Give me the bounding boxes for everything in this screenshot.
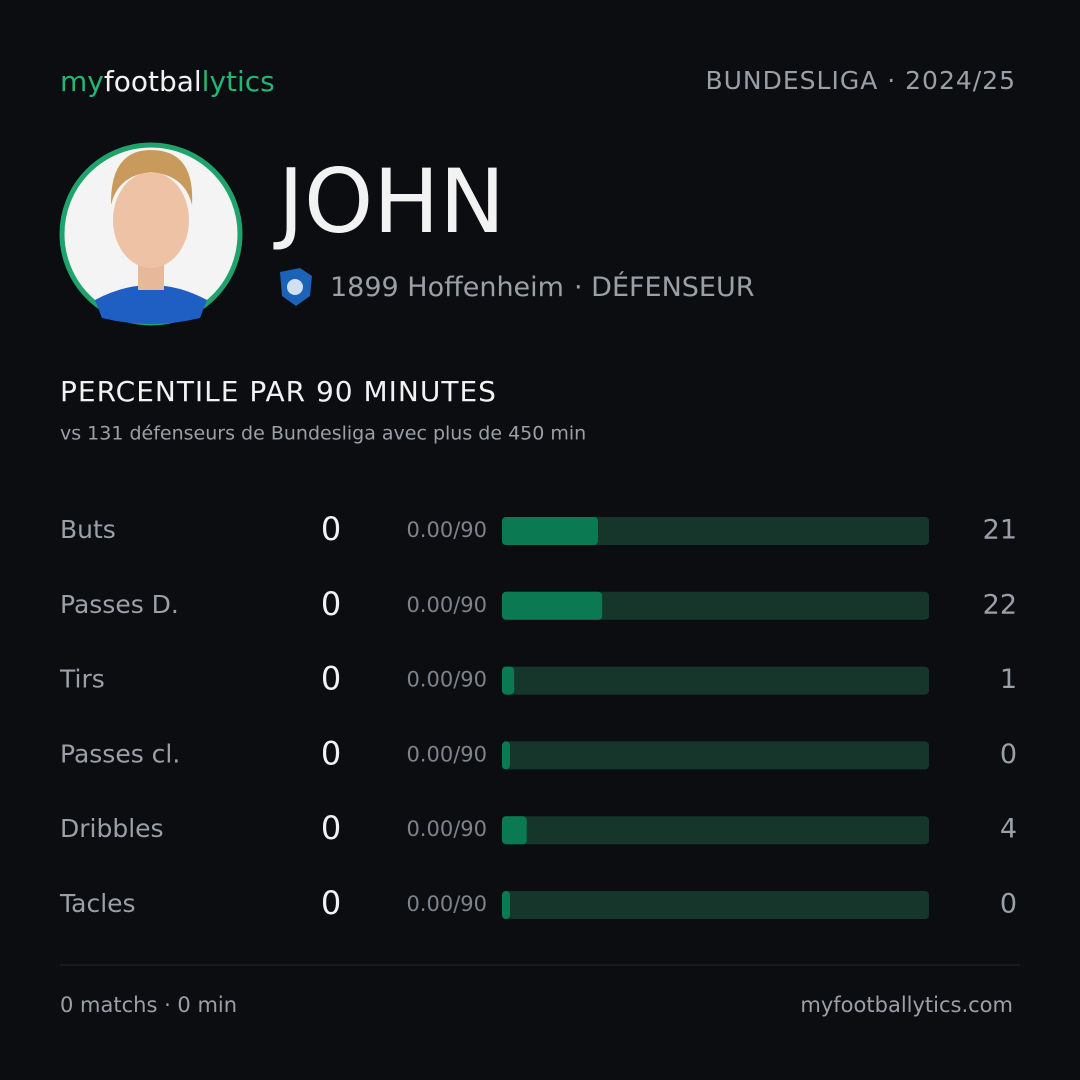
row-value: 0 [321, 884, 341, 922]
row-value: 0 [321, 809, 341, 847]
bar-fill [502, 891, 510, 919]
rows: Buts 0 0.00/90 21 Passes D. 0 0.00/90 22 Tirs 0 0.… [59, 510, 1017, 922]
section-title: PERCENTILE PAR 90 MINUTES [60, 375, 497, 408]
row-per90: 0.00/90 [406, 668, 487, 692]
brand-part: lytics [202, 65, 275, 98]
row-percentile: 0 [1000, 739, 1017, 770]
row-percentile: 22 [983, 589, 1017, 620]
bar-fill [502, 591, 603, 620]
bar-track [502, 591, 929, 620]
row-label: Passes D. [60, 590, 179, 619]
row-per90: 0.00/90 [406, 593, 487, 617]
row-value: 0 [321, 585, 341, 623]
row-percentile: 1 [1000, 664, 1017, 695]
brand-part: my [60, 65, 104, 98]
row-value: 0 [321, 660, 341, 698]
bar-fill [502, 741, 510, 770]
club: 1899 Hoffenheim [330, 272, 564, 303]
bar-track [502, 816, 929, 845]
row-per90: 0.00/90 [406, 817, 487, 841]
league: BUNDESLIGA · 2024/25 [705, 66, 1016, 95]
row-label: Passes cl. [60, 739, 180, 768]
position: · DÉFENSEUR [574, 271, 755, 303]
club-line: 1899 Hoffenheim · DÉFENSEUR [330, 271, 755, 303]
row-label: Buts [60, 515, 116, 544]
bar-track [502, 517, 929, 545]
footer-site: myfootballytics.com [800, 993, 1013, 1017]
row-per90: 0.00/90 [406, 518, 487, 542]
bar-fill [502, 816, 527, 845]
brand-part: footbal [104, 65, 202, 98]
row-value: 0 [321, 510, 341, 548]
bar-fill [502, 517, 598, 545]
club-badge-detail [287, 279, 303, 295]
row-label: Dribbles [60, 814, 164, 843]
row-per90: 0.00/90 [406, 742, 487, 766]
row-label: Tacles [59, 889, 136, 918]
row-per90: 0.00/90 [406, 892, 487, 916]
row-percentile: 21 [983, 515, 1017, 546]
footer-stats: 0 matchs · 0 min [60, 993, 237, 1017]
player-photo [59, 142, 243, 326]
brand: myfootballytics [60, 65, 275, 98]
row-percentile: 4 [1000, 814, 1017, 845]
row-value: 0 [321, 734, 341, 772]
player-name: JOHN [273, 150, 505, 253]
row-label: Tirs [59, 665, 105, 694]
section-subtitle: vs 131 défenseurs de Bundesliga avec plu… [60, 423, 586, 445]
bar-track [502, 891, 929, 919]
bar-track [502, 666, 929, 695]
bar-fill [502, 666, 515, 695]
row-percentile: 0 [1000, 889, 1017, 920]
bar-track [502, 741, 929, 770]
